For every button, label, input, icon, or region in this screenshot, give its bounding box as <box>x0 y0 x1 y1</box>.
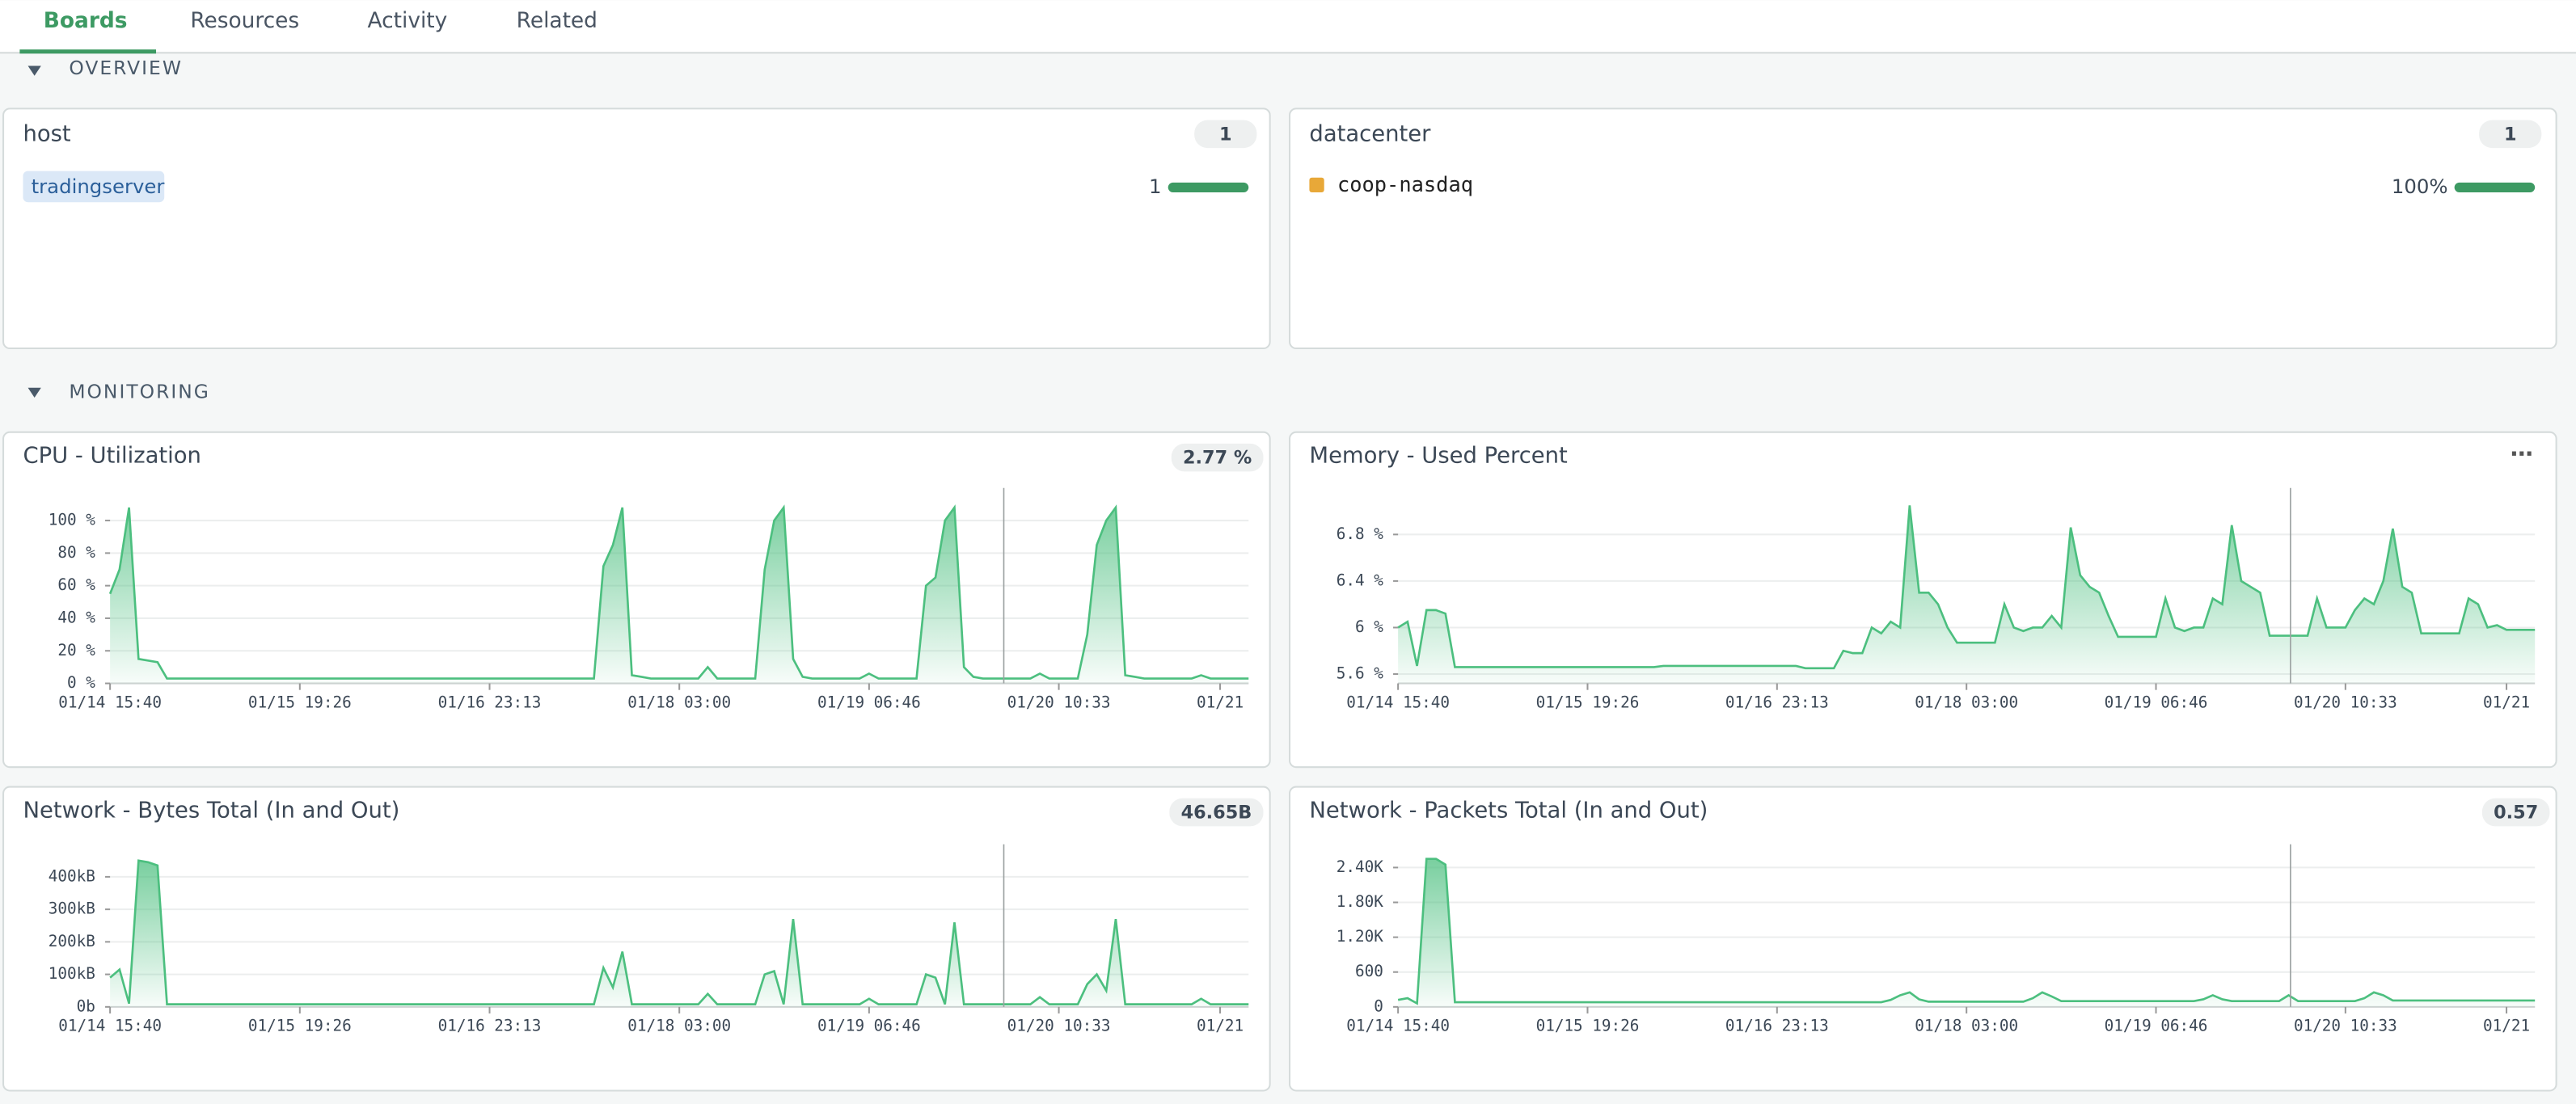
x-tick-label: 01/15 19:26 <box>1536 1017 1640 1035</box>
chart-panel: Network - Packets Total (In and Out) 0.57… <box>1289 786 2557 1092</box>
x-tick-label: 01/16 23:13 <box>438 693 542 711</box>
panel <box>2 431 1271 769</box>
count-badge <box>2479 120 2542 149</box>
count-badge <box>1194 120 1257 149</box>
y-tick-label: 20 % <box>57 641 95 659</box>
count: 1 <box>2504 124 2517 145</box>
x-tick-label: 01/21 <box>1197 1017 1244 1035</box>
y-tick-label: 100kB <box>49 964 95 983</box>
x-tick-label: 01/16 23:13 <box>438 1017 542 1035</box>
value-badge <box>2481 798 2550 827</box>
chart-panel: Memory - Used Percent ⋯ 5.6 % 6 % 6.4 % 6.8 %… <box>1289 431 2557 769</box>
y-tick-label: 5.6 % <box>1337 664 1383 683</box>
x-tick-label: 01/19 06:46 <box>2105 1017 2208 1035</box>
x-tick-label: 01/19 06:46 <box>817 693 921 711</box>
chart-panel: Network - Bytes Total (In and Out) 46.65B… <box>2 786 1271 1092</box>
share-bar <box>2454 182 2536 193</box>
y-tick-label: 600 <box>1355 962 1383 980</box>
x-tick-label: 01/20 10:33 <box>2294 1017 2397 1035</box>
item-swatch <box>1309 177 1324 193</box>
chart-title: Network - Packets Total (In and Out) <box>1309 799 1708 824</box>
y-tick-label: 40 % <box>57 608 95 626</box>
x-tick-label: 01/16 23:13 <box>1725 693 1829 711</box>
chart-panel: CPU - Utilization 2.77 % 0 % 20 % 40 % 60 % 80… <box>2 431 1271 769</box>
panel-title: host <box>23 121 70 146</box>
share: 100% <box>2392 175 2448 198</box>
tab[interactable]: Related <box>517 8 598 33</box>
x-tick-label: 01/21 <box>2483 693 2530 711</box>
y-tick-label: 300kB <box>49 900 95 918</box>
y-tick-label: 1.80K <box>1337 892 1383 911</box>
x-tick-label: 01/18 03:00 <box>627 1017 731 1035</box>
y-tick-label: 1.20K <box>1337 927 1383 946</box>
x-tick-label: 01/14 15:40 <box>1346 1017 1450 1035</box>
line <box>1397 505 2536 670</box>
x-tick-label: 01/21 <box>1197 693 1244 711</box>
panel <box>2 786 1271 1092</box>
tab[interactable]: Boards <box>44 8 128 33</box>
datacenter-panel <box>1289 107 2557 350</box>
x-tick-label: 01/16 23:13 <box>1725 1017 1829 1035</box>
section-title[interactable]: OVERVIEW <box>69 57 183 79</box>
tab-bar <box>0 0 2576 53</box>
chart-title: CPU - Utilization <box>23 444 201 469</box>
line <box>108 504 1249 680</box>
x-tick-label: 01/18 03:00 <box>1915 1017 2018 1035</box>
tab[interactable]: Activity <box>368 8 448 33</box>
x-tick-label: 01/15 19:26 <box>1536 693 1640 711</box>
menu-button[interactable]: ⋯ <box>2511 440 2533 467</box>
share-bar <box>1168 182 1249 193</box>
value-badge <box>1171 443 1264 472</box>
y-tick-label: 0b <box>77 997 95 1015</box>
line <box>1397 857 2536 1005</box>
y-tick-label: 80 % <box>57 543 95 562</box>
x-tick-label: 01/20 10:33 <box>2294 693 2397 711</box>
value-badge <box>1169 798 1264 827</box>
x-tick-label: 01/15 19:26 <box>248 1017 352 1035</box>
x-tick-label: 01/19 06:46 <box>817 1017 921 1035</box>
item-label[interactable]: coop-nasdaq <box>1337 172 1473 196</box>
y-tick-label: 6.8 % <box>1337 525 1383 543</box>
y-tick-label: 60 % <box>57 575 95 594</box>
tag-label[interactable]: tradingserver <box>32 175 166 198</box>
y-tick-label: 6.4 % <box>1337 571 1383 589</box>
collapse-icon[interactable] <box>27 65 41 76</box>
y-tick-label: 6 % <box>1355 617 1383 636</box>
section-title[interactable]: MONITORING <box>69 380 210 402</box>
value-badge-label: 2.77 % <box>1183 448 1252 469</box>
count: 1 <box>1219 124 1232 145</box>
collapse-icon[interactable] <box>27 387 41 398</box>
panel <box>1289 786 2557 1092</box>
panel-title: datacenter <box>1309 121 1431 146</box>
value-badge-label: 0.57 <box>2494 803 2538 824</box>
chart-title: Memory - Used Percent <box>1309 444 1568 469</box>
line <box>109 859 1249 1005</box>
x-tick-label: 01/15 19:26 <box>248 693 352 711</box>
x-tick-label: 01/20 10:33 <box>1007 1017 1111 1035</box>
y-tick-label: 2.40K <box>1337 857 1383 876</box>
x-tick-label: 01/18 03:00 <box>627 693 731 711</box>
x-tick-label: 01/21 <box>2483 1017 2530 1035</box>
tabs: Boards Resources Activity Related <box>44 8 598 33</box>
active-tab-indicator <box>19 49 157 54</box>
chart-title: Network - Bytes Total (In and Out) <box>23 799 399 824</box>
value-badge-label: 46.65B <box>1181 803 1252 824</box>
tag[interactable] <box>23 171 165 203</box>
x-tick-label: 01/18 03:00 <box>1915 693 2018 711</box>
x-tick-label: 01/14 15:40 <box>58 1017 162 1035</box>
x-tick-label: 01/20 10:33 <box>1007 693 1111 711</box>
host-panel <box>2 107 1271 350</box>
y-tick-label: 100 % <box>49 511 95 529</box>
y-tick-label: 200kB <box>49 932 95 950</box>
area <box>1398 505 2536 684</box>
x-tick-label: 01/14 15:40 <box>1346 693 1450 711</box>
x-tick-label: 01/19 06:46 <box>2105 693 2208 711</box>
y-tick-label: 0 <box>1374 997 1383 1015</box>
y-tick-label: 400kB <box>49 866 95 885</box>
share: 1 <box>1149 175 1162 198</box>
y-tick-label: 0 % <box>67 673 95 692</box>
tab[interactable]: Resources <box>190 8 299 33</box>
x-tick-label: 01/14 15:40 <box>58 693 162 711</box>
